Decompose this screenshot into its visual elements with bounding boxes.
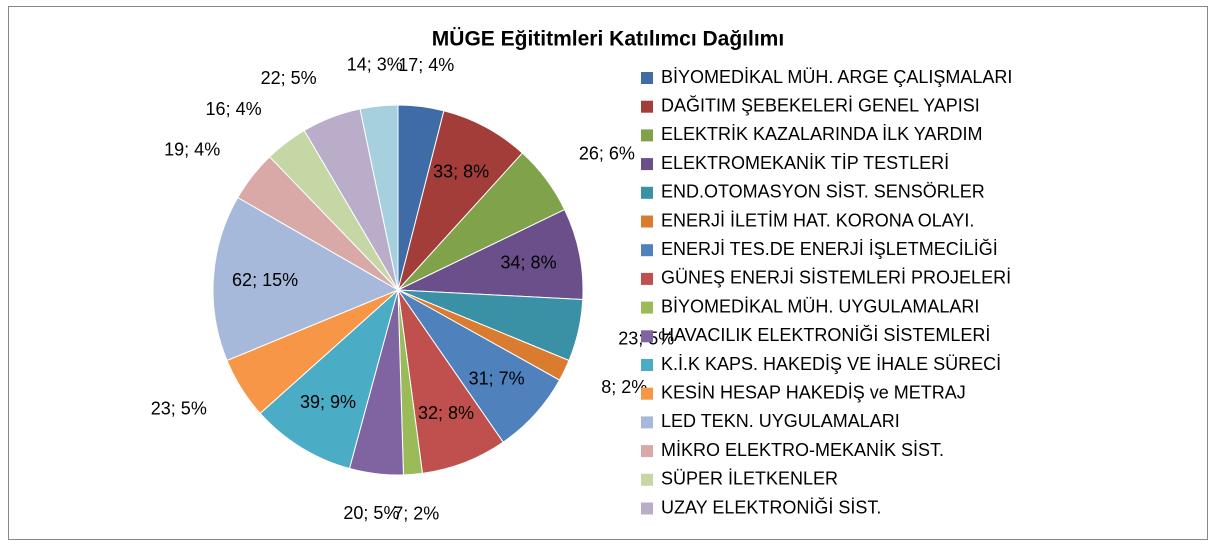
legend-label: BİYOMEDİKAL MÜH. ARGE ÇALIŞMALARI	[661, 67, 1012, 87]
data-label: 39; 9%	[300, 392, 356, 412]
data-label: 23; 5%	[151, 399, 207, 419]
legend-label: DAĞITIM ŞEBEKELERİ GENEL YAPISI	[661, 94, 980, 115]
pie-slice	[397, 208, 584, 301]
legend-swatch	[641, 445, 653, 458]
legend-swatch	[641, 301, 653, 314]
legend-swatch	[641, 72, 653, 84]
legend-label: MİKRO ELEKTRO-MEKANİK SİST.	[661, 440, 944, 460]
legend-swatch	[641, 330, 653, 343]
legend-label: SÜPER İLETKENLER	[661, 469, 838, 489]
data-label: 31; 7%	[469, 368, 525, 388]
data-label: 33; 8%	[433, 161, 489, 181]
legend-label: GÜNEŞ ENERJİ SİSTEMLERİ PROJELERİ	[661, 268, 1011, 288]
data-label: 16; 4%	[206, 99, 262, 119]
legend-swatch	[641, 100, 653, 113]
pie-slice	[359, 104, 399, 291]
legend-swatch	[641, 387, 653, 400]
chart-title: MÜGE Eğititmleri Katılımcı Dağılımı	[432, 28, 784, 51]
legend-swatch	[641, 502, 653, 515]
data-label: 19; 4%	[164, 140, 220, 160]
legend-swatch	[641, 186, 653, 199]
legend-label: UZAY ELEKTRONİĞİ SİST.	[661, 496, 881, 517]
legend-swatch	[641, 129, 653, 142]
legend-label: LED TEKN. UYGULAMALARI	[661, 411, 900, 431]
data-label: 7; 2%	[393, 504, 439, 524]
legend-label: BİYOMEDİKAL MÜH. UYGULAMALARI	[661, 296, 979, 316]
legend-swatch	[641, 244, 653, 257]
data-label: 34; 8%	[501, 252, 557, 272]
legend-label: KESİN HESAP HAKEDİŞ ve METRAJ	[661, 382, 966, 402]
legend-label: END.OTOMASYON SİST. SENSÖRLER	[661, 182, 985, 202]
legend-label: ELEKTRİK KAZALARINDA İLK YARDIM	[661, 124, 982, 144]
data-label: 20; 5%	[343, 503, 399, 523]
chart-border	[8, 6, 1208, 540]
pie-slice	[259, 288, 399, 470]
legend-label: ELEKTROMEKANİK TİP TESTLERİ	[661, 153, 949, 173]
legend-swatch	[641, 272, 653, 285]
legend-label: K.İ.K KAPS. HAKEDİŞ VE İHALE SÜRECİ	[661, 354, 1001, 374]
legend-swatch	[641, 416, 653, 429]
data-label: 22; 5%	[261, 68, 317, 88]
data-label: 14; 3%	[347, 54, 403, 74]
data-label: 62; 15%	[232, 270, 298, 290]
data-label: 32; 8%	[418, 403, 474, 423]
legend-label: ENERJİ TES.DE ENERJİ İŞLETMECİLİĞİ	[661, 238, 998, 259]
pie-slice	[212, 196, 400, 362]
legend-swatch	[641, 473, 653, 486]
legend-swatch	[641, 215, 653, 228]
data-label: 26; 6%	[579, 144, 635, 164]
data-label: 17; 4%	[398, 55, 454, 75]
legend-swatch	[641, 158, 653, 171]
legend-swatch	[641, 359, 653, 371]
data-label: 8; 2%	[601, 377, 647, 397]
legend-label: HAVACILIK ELEKTRONİĞİ SİSTEMLERİ	[661, 324, 990, 345]
legend-label: ENERJİ İLETİM HAT. KORONA OLAYI.	[661, 210, 974, 230]
